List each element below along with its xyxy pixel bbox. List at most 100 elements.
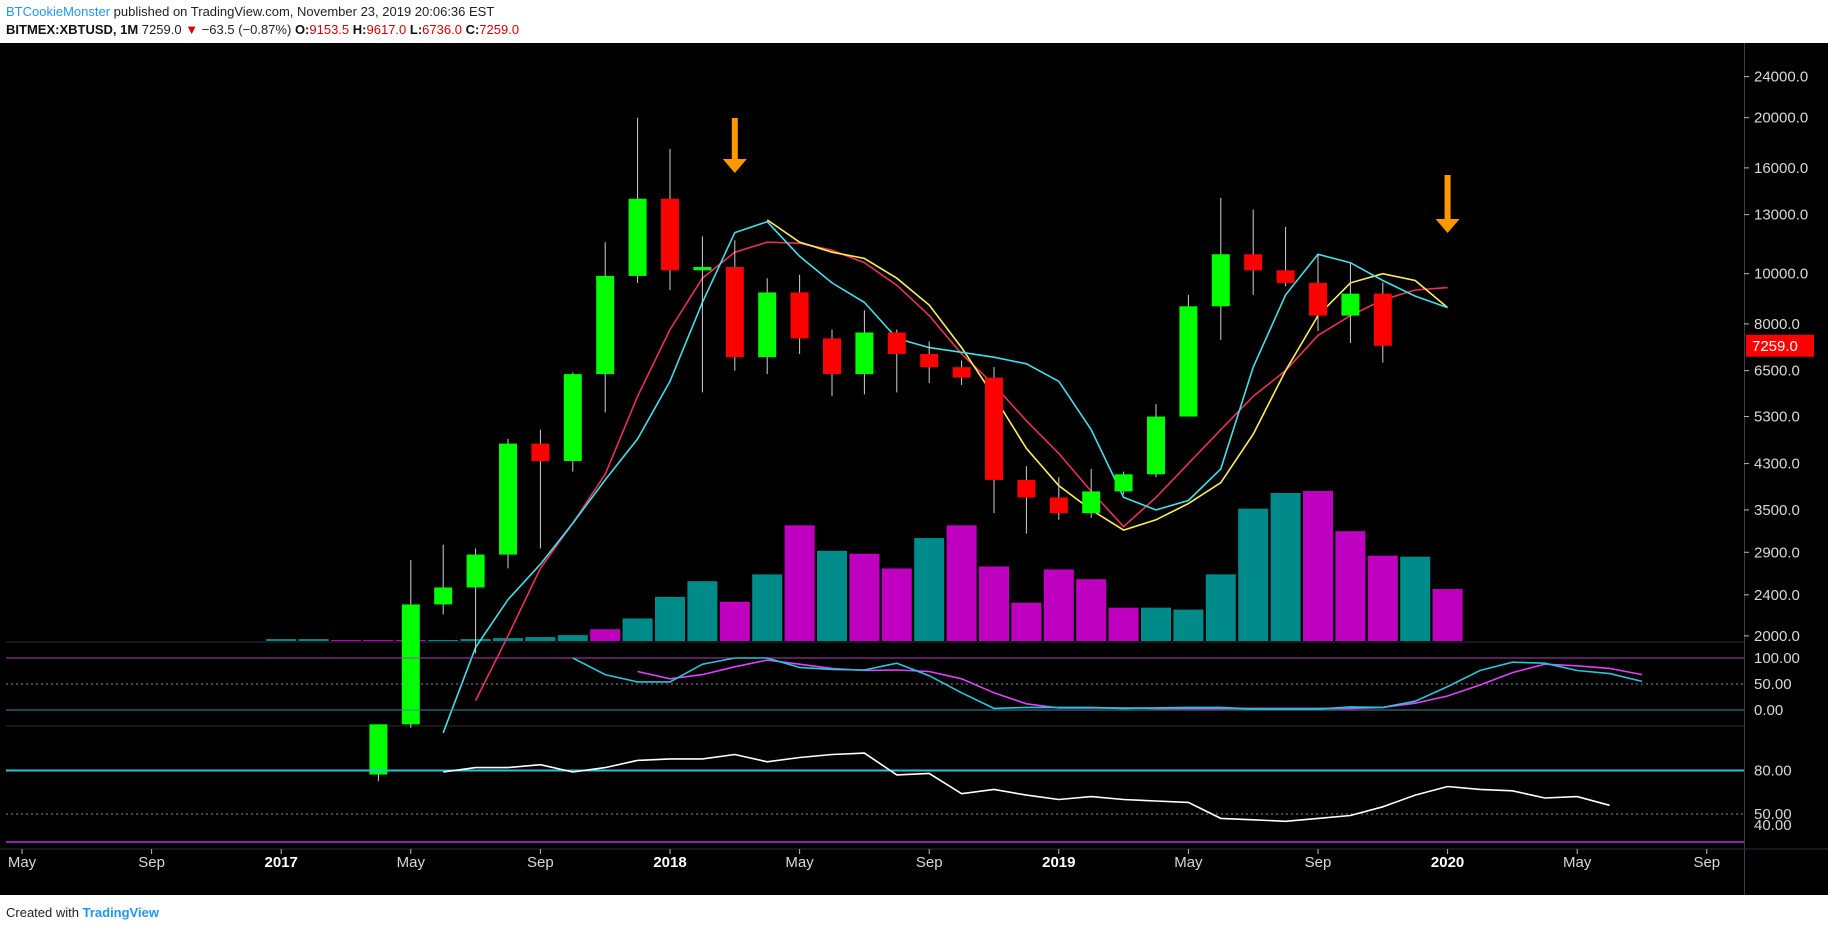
candle-body [1373,293,1392,346]
time-tick-label: Sep [1693,854,1720,871]
candle-body [920,353,939,368]
time-tick-label: May [1563,854,1592,871]
time-tick-label: Sep [1305,854,1332,871]
candle-body [1211,254,1230,307]
volume-bar [784,525,815,641]
candle-body [499,443,517,555]
candle-body [725,267,744,358]
price-tick-label: 10000.0 [1754,266,1808,283]
volume-bar [1205,574,1236,641]
close-label: C: [465,22,480,37]
candle-body [823,338,841,375]
down-arrow-icon [722,118,747,173]
candle-body [563,374,582,462]
volume-bar [1173,609,1204,641]
down-arrow-icon: ▼ [185,22,199,37]
price-tick-label: 20000.0 [1754,110,1808,127]
time-tick-label: 2019 [1042,854,1075,871]
candle-body [758,292,777,358]
volume-bar [1043,569,1074,641]
tradingview-logo[interactable]: TradingView [82,905,159,920]
chart-background [0,43,1828,895]
moving-averages [442,219,1449,734]
candle-body [661,198,679,271]
volume-bar [590,629,621,641]
volume-bar [1432,589,1463,641]
time-tick-label: May [397,854,426,871]
publish-info: BTCookieMonster published on TradingView… [6,4,494,19]
volume-bar [979,566,1009,641]
price-tick-label: 6500.0 [1754,363,1800,380]
time-tick-label: 2018 [653,854,686,871]
stoch-level-label: 100.00 [1754,650,1800,667]
candlesticks [369,117,1392,781]
candle-body [596,275,615,375]
price-tick-label: 13000.0 [1754,207,1808,224]
price-tick-label: 8000.0 [1754,316,1800,333]
open-label: O: [294,22,310,37]
created-with-text: Created with [6,905,79,920]
high-label: H: [352,22,367,37]
volume-bar [1335,531,1366,641]
last-price-label: 7259.0 [1752,338,1798,355]
candle-body [1179,306,1198,417]
candle-body [1309,282,1327,316]
candle-body [1341,293,1360,316]
stoch-level-label: 50.00 [1754,676,1792,693]
volume-bar [1270,492,1301,641]
annotation-arrows [722,118,1460,233]
chart-header: BTCookieMonster published on TradingView… [6,4,1806,40]
open-value: 9153.5 [309,22,350,37]
volume-bar [817,550,847,641]
price-axis-border [1744,43,1745,895]
volume-bar [1303,491,1333,641]
volume-bar [331,640,361,642]
time-tick-label: May [785,854,814,871]
volume-bar [946,525,977,641]
volume-bar [557,635,588,641]
close-value: 7259.0 [479,22,520,37]
ma-fast-line [442,220,1448,734]
candle-body [887,332,906,354]
candle-body [855,332,874,375]
author-link[interactable]: BTCookieMonster [6,4,111,19]
candle-body [466,554,485,588]
price-tick-label: 4300.0 [1754,456,1800,473]
rsi-line [443,752,1610,823]
candle-body [628,198,647,276]
ma-mid-line [766,219,1449,531]
candle-body [952,367,971,378]
volume-bar [849,553,880,641]
symbol-legend: BITMEX:XBTUSD, 1M 7259.0 ▼ −63.5 (−0.87%… [6,22,519,37]
stoch-k-line [572,657,1643,710]
price-change: −63.5 (−0.87%) [201,22,292,37]
volume-bar [687,581,718,641]
time-tick-label: Sep [916,854,943,871]
footer: Created with TradingView [6,905,159,920]
candle-body [790,292,809,339]
candle-body [1114,474,1133,492]
time-tick-label: May [1174,854,1203,871]
last-price-tag [1746,334,1814,357]
price-tick-label: 16000.0 [1754,160,1808,177]
symbol-label: BITMEX:XBTUSD, 1M [6,22,139,37]
price-tick-label: 2000.0 [1754,628,1800,645]
stoch-level-label: 0.00 [1754,702,1783,719]
volume-bars [266,491,1463,642]
volume-bar [655,596,685,641]
rsi-level-label: 80.00 [1754,763,1792,780]
candle-body [531,443,550,462]
candle-body [1017,479,1036,498]
candle-body [1147,416,1165,475]
time-tick-label: Sep [138,854,165,871]
candle-body [434,587,453,605]
volume-bar [1238,508,1269,641]
time-tick-label: May [8,854,37,871]
candle-body [401,604,420,725]
price-tick-label: 5300.0 [1754,409,1800,426]
volume-bar [752,574,783,641]
last-price: 7259.0 [141,22,182,37]
rsi-level-label: 40.00 [1754,817,1792,834]
